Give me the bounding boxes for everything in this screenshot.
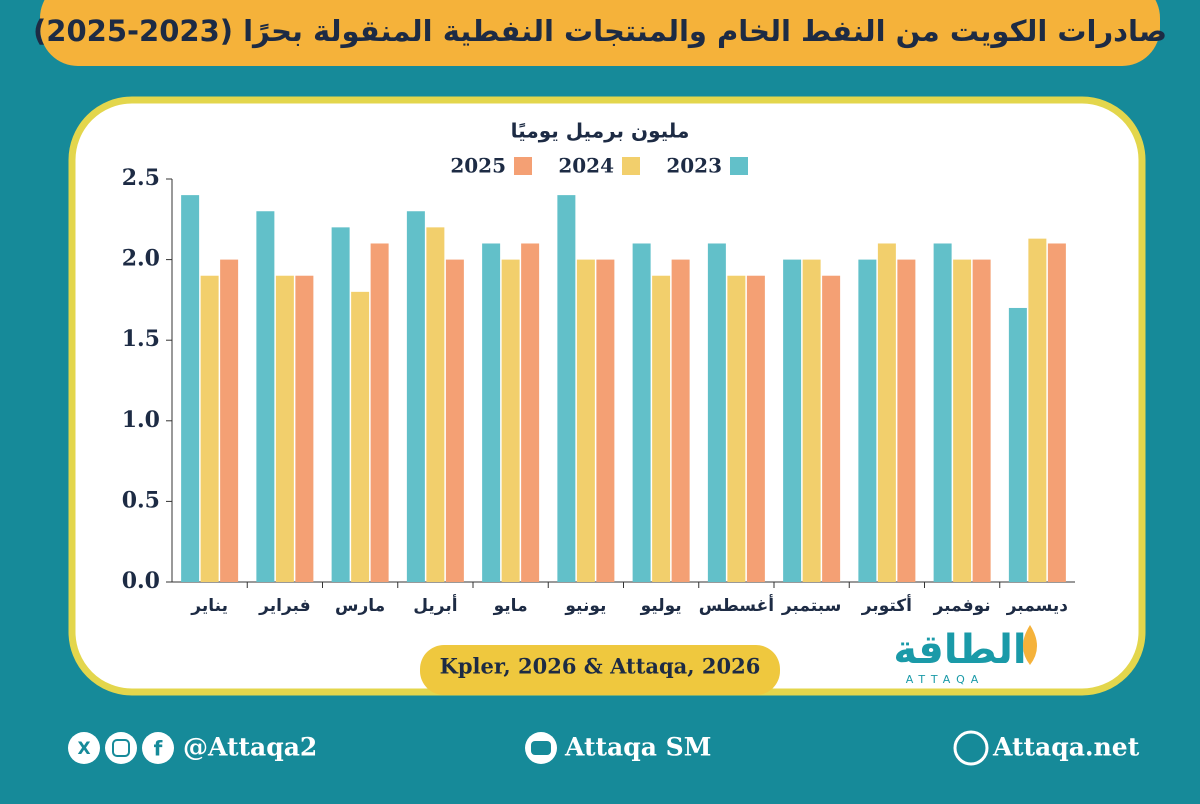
logo-latin: ATTAQA bbox=[906, 673, 985, 686]
logo-drop bbox=[1023, 625, 1037, 665]
y-tick-label: 2.0 bbox=[122, 246, 160, 272]
x-tick-label: يناير bbox=[190, 596, 228, 616]
bar bbox=[501, 259, 520, 582]
logo-text: الطاقة bbox=[893, 627, 1026, 673]
bar bbox=[181, 195, 200, 582]
y-tick-label: 0.0 bbox=[122, 568, 160, 594]
x-tick-label: يوليو bbox=[640, 596, 682, 616]
bar bbox=[596, 259, 615, 582]
facebook-glyph: f bbox=[154, 737, 163, 761]
web-icon[interactable] bbox=[953, 730, 989, 766]
x-icon[interactable] bbox=[68, 732, 100, 764]
x-tick-label: فبراير bbox=[258, 596, 310, 616]
x-tick-label: أغسطس bbox=[699, 594, 774, 616]
bar bbox=[671, 259, 690, 582]
bar bbox=[200, 275, 219, 582]
bar bbox=[445, 259, 464, 582]
source-pill bbox=[420, 645, 780, 695]
bar bbox=[1028, 238, 1047, 583]
x-tick-label: أكتوبر bbox=[861, 594, 912, 616]
x-tick-label: نوفمبر bbox=[933, 596, 991, 616]
bar bbox=[877, 243, 896, 583]
bar bbox=[897, 259, 916, 582]
x-tick-label: ديسمبر bbox=[1006, 596, 1069, 616]
footer-social: @Attaqa2 bbox=[183, 733, 317, 762]
y-tick-label: 1.0 bbox=[122, 407, 160, 433]
bar bbox=[783, 259, 802, 582]
chart-title: صادرات الكويت من النفط الخام والمنتجات ا… bbox=[33, 14, 1167, 48]
y-tick-label: 2.5 bbox=[122, 165, 160, 191]
bar bbox=[632, 243, 651, 583]
bar bbox=[557, 195, 576, 582]
bar bbox=[275, 275, 294, 582]
instagram-icon[interactable] bbox=[105, 732, 137, 764]
legend: 2023 2024 2025 bbox=[450, 154, 748, 178]
legend-swatch bbox=[514, 157, 532, 175]
bar bbox=[521, 243, 540, 583]
bar bbox=[295, 275, 314, 582]
bar bbox=[652, 275, 671, 582]
bar bbox=[370, 243, 389, 583]
bar bbox=[256, 211, 275, 583]
bar bbox=[727, 275, 746, 582]
x-glyph: X bbox=[77, 739, 90, 759]
x-tick-label: سبتمبر bbox=[781, 596, 842, 616]
bar bbox=[822, 275, 841, 582]
bar bbox=[331, 227, 350, 583]
bar bbox=[406, 211, 425, 583]
y-tick-label: 1.5 bbox=[122, 326, 160, 352]
x-tick-label: أبريل bbox=[413, 594, 457, 616]
legend-label: 2024 bbox=[558, 154, 614, 178]
footer-youtube: Attaqa SM bbox=[564, 733, 711, 762]
x-tick-label: مايو bbox=[493, 596, 528, 616]
bar bbox=[707, 243, 726, 583]
bar bbox=[1008, 307, 1027, 582]
bar bbox=[802, 259, 821, 582]
source: Kpler, 2026 & Attaqa, 2026 bbox=[440, 654, 761, 679]
legend-label: 2025 bbox=[450, 154, 506, 178]
legend-swatch bbox=[622, 157, 640, 175]
bar bbox=[482, 243, 501, 583]
social-icons: X f bbox=[68, 732, 174, 764]
footer-website: Attaqa.net bbox=[992, 733, 1140, 762]
bar bbox=[858, 259, 877, 582]
bar bbox=[972, 259, 991, 582]
bar bbox=[1047, 243, 1066, 583]
youtube-glyph bbox=[531, 741, 551, 755]
y-axis-label: مليون برميل يوميًا bbox=[511, 119, 690, 143]
bar bbox=[351, 291, 370, 582]
facebook-icon[interactable] bbox=[142, 732, 174, 764]
x-tick-label: يونيو bbox=[564, 596, 606, 616]
legend-swatch bbox=[730, 157, 748, 175]
bar bbox=[746, 275, 765, 582]
bar bbox=[426, 227, 445, 583]
bar bbox=[220, 259, 239, 582]
title-banner bbox=[40, 0, 1160, 66]
bar bbox=[576, 259, 595, 582]
bar bbox=[933, 243, 952, 583]
x-tick-label: مارس bbox=[335, 596, 385, 616]
bar bbox=[953, 259, 972, 582]
instagram-glyph bbox=[112, 739, 130, 757]
plot: 0.0 0.5 1.0 1.5 2.0 2.5 يناير فبراير مارس أبريل ما… bbox=[122, 165, 1075, 616]
legend-label: 2023 bbox=[666, 154, 722, 178]
y-tick-label: 0.5 bbox=[122, 487, 160, 513]
